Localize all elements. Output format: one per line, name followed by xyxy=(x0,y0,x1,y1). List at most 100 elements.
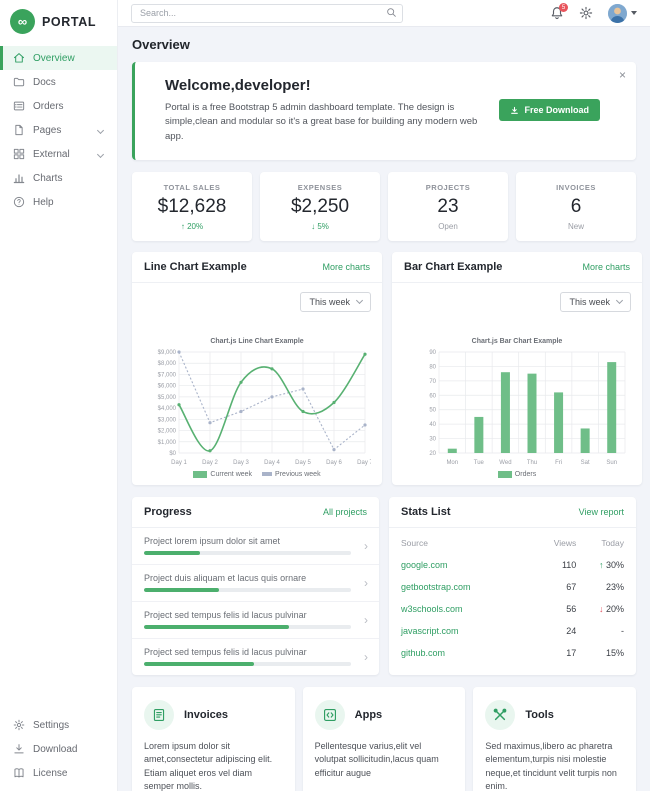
progress-row[interactable]: Project sed tempus felis id lacus pulvin… xyxy=(132,639,379,675)
source-link[interactable]: javascript.com xyxy=(401,625,459,636)
svg-text:$5,000: $5,000 xyxy=(158,395,177,401)
sidebar-item-orders[interactable]: Orders xyxy=(0,94,117,118)
chevron-right-icon[interactable]: › xyxy=(364,538,368,553)
sidebar-item-overview[interactable]: Overview xyxy=(0,46,117,70)
search-input[interactable] xyxy=(131,3,403,23)
source-link[interactable]: getbootstrap.com xyxy=(401,581,471,592)
more-charts-link[interactable]: More charts xyxy=(582,261,630,272)
sidebar-item-label: Download xyxy=(33,743,78,755)
svg-text:$0: $0 xyxy=(169,451,176,457)
chevron-down-icon xyxy=(96,126,105,134)
tools-icon xyxy=(485,699,516,730)
sidebar-item-label: Help xyxy=(33,196,54,208)
free-download-button[interactable]: Free Download xyxy=(499,99,600,122)
legend-swatch-orders xyxy=(497,470,512,478)
today-value: - xyxy=(621,625,624,636)
card-title: Progress xyxy=(144,505,192,518)
svg-text:Fri: Fri xyxy=(555,460,562,466)
welcome-title: Welcome,developer! xyxy=(165,77,311,94)
search-icon[interactable] xyxy=(386,7,397,18)
search-box xyxy=(131,3,403,23)
stat-card-invoices[interactable]: INVOICES 6 New xyxy=(516,171,636,241)
invoices-card: Invoices Lorem ipsum dolor sit amet,cons… xyxy=(132,686,295,791)
today-cell: 15% xyxy=(576,642,624,664)
account-menu[interactable] xyxy=(608,3,637,23)
stat-card-expenses[interactable]: EXPENSES $2,250 ↓ 5% xyxy=(260,171,380,241)
sidebar-item-license[interactable]: License xyxy=(0,761,117,785)
bar-chart-title: Chart.js Bar Chart Example xyxy=(471,337,563,345)
progress-fill xyxy=(144,587,219,592)
all-projects-link[interactable]: All projects xyxy=(322,506,367,517)
sidebar-item-help[interactable]: Help xyxy=(0,190,117,214)
sidebar-item-docs[interactable]: Docs xyxy=(0,70,117,94)
notifications-button[interactable]: 5 xyxy=(550,3,568,20)
stat-meta: ↑ 20% xyxy=(180,221,204,231)
svg-text:$1,000: $1,000 xyxy=(158,440,177,446)
close-icon[interactable]: × xyxy=(618,68,626,82)
views-cell: 110 xyxy=(561,559,577,570)
sidebar-item-settings[interactable]: Settings xyxy=(0,713,117,737)
chevron-down-icon xyxy=(615,297,624,305)
progress-row[interactable]: Project lorem ipsum dolor sit amet › xyxy=(132,528,379,565)
svg-text:Thu: Thu xyxy=(527,460,537,466)
legend-swatch-current-week xyxy=(193,470,208,478)
source-link[interactable]: github.com xyxy=(401,647,446,658)
today-cell: - xyxy=(576,620,624,642)
progress-bar xyxy=(144,550,351,555)
feature-body: Pellentesque varius,elit vel volutpat so… xyxy=(314,740,439,778)
avatar xyxy=(608,3,627,23)
table-row: google.com 110 ↑ 30% xyxy=(401,554,624,576)
sidebar-item-download[interactable]: Download xyxy=(0,737,117,761)
line-chart-title: Chart.js Line Chart Example xyxy=(210,337,304,345)
feature-row: Invoices Lorem ipsum dolor sit amet,cons… xyxy=(132,686,636,791)
question-circle-icon xyxy=(13,196,25,208)
bar-chart-period-select[interactable]: This week xyxy=(560,291,631,312)
stat-meta: ↓ 5% xyxy=(311,221,329,231)
stat-card-projects[interactable]: PROJECTS 23 Open xyxy=(388,171,508,241)
svg-text:Day 1: Day 1 xyxy=(171,460,187,466)
feature-title: Tools xyxy=(525,708,554,721)
svg-text:50: 50 xyxy=(429,407,436,413)
svg-text:$9,000: $9,000 xyxy=(158,350,177,356)
chevron-right-icon[interactable]: › xyxy=(364,575,368,590)
sidebar-item-external[interactable]: External xyxy=(0,142,117,166)
svg-text:Day 7: Day 7 xyxy=(357,460,371,466)
stat-label: TOTAL SALES xyxy=(163,182,221,192)
period-select-value: This week xyxy=(569,296,610,307)
table-row: w3schools.com 56 ↓ 20% xyxy=(401,598,624,620)
stat-value: $2,250 xyxy=(290,195,350,217)
line-chart-period-select[interactable]: This week xyxy=(300,291,371,312)
today-cell: ↓ 20% xyxy=(576,598,624,620)
sidebar-item-label: Overview xyxy=(33,52,75,64)
stats-table: Source Views Today google.com 110 ↑ 30% … xyxy=(401,531,624,664)
topbar: 5 xyxy=(118,0,650,27)
sidebar-item-charts[interactable]: Charts xyxy=(0,166,117,190)
chevron-right-icon[interactable]: › xyxy=(364,649,368,664)
svg-text:Day 2: Day 2 xyxy=(202,460,218,466)
more-charts-link[interactable]: More charts xyxy=(322,261,370,272)
card-title: Stats List xyxy=(401,505,451,518)
progress-label: Project duis aliquam et lacus quis ornar… xyxy=(144,572,307,583)
settings-button[interactable] xyxy=(579,6,593,20)
chevron-down-icon xyxy=(631,11,637,15)
card-title: Line Chart Example xyxy=(144,260,247,273)
svg-text:Day 6: Day 6 xyxy=(326,460,342,466)
progress-row[interactable]: Project sed tempus felis id lacus pulvin… xyxy=(132,602,379,639)
progress-fill xyxy=(144,624,289,629)
view-report-link[interactable]: View report xyxy=(578,506,624,517)
trend-arrow-icon: ↑ xyxy=(598,559,604,570)
source-link[interactable]: google.com xyxy=(401,559,448,570)
stat-card-total-sales[interactable]: TOTAL SALES $12,628 ↑ 20% xyxy=(132,171,252,241)
sidebar-item-label: Pages xyxy=(33,124,62,136)
sidebar-item-pages[interactable]: Pages xyxy=(0,118,117,142)
brand[interactable]: ∞ PORTAL xyxy=(0,0,117,46)
progress-card: Progress All projects Project lorem ipsu… xyxy=(132,496,379,675)
file-icon xyxy=(15,124,23,136)
chevron-right-icon[interactable]: › xyxy=(364,612,368,627)
progress-row[interactable]: Project duis aliquam et lacus quis ornar… xyxy=(132,565,379,602)
svg-text:$6,000: $6,000 xyxy=(158,383,177,389)
source-link[interactable]: w3schools.com xyxy=(401,603,463,614)
svg-text:Tue: Tue xyxy=(474,460,485,466)
svg-text:$7,000: $7,000 xyxy=(158,372,177,378)
code-icon xyxy=(314,699,345,730)
